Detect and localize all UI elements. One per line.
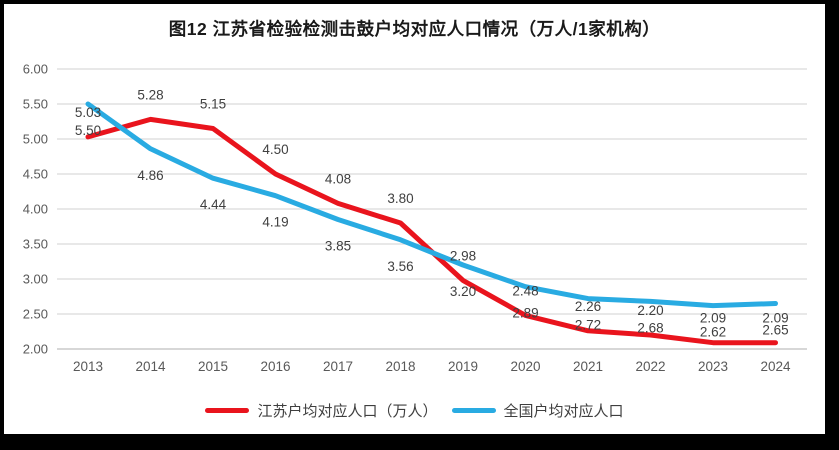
legend-item-national: 全国户均对应人口 bbox=[451, 400, 624, 421]
data-label: 2.98 bbox=[450, 248, 476, 263]
data-label: 2.72 bbox=[575, 318, 601, 333]
series-line-0 bbox=[85, 116, 778, 346]
x-axis-tick-label: 2019 bbox=[448, 359, 478, 374]
national-series-swatch-icon bbox=[451, 408, 496, 413]
x-axis-tick-label: 2018 bbox=[385, 359, 415, 374]
data-label: 2.48 bbox=[512, 283, 538, 298]
chart-legend: 江苏户均对应人口（万人） 全国户均对应人口 bbox=[4, 400, 825, 421]
data-label: 3.20 bbox=[450, 284, 476, 299]
y-axis-tick-label: 5.50 bbox=[23, 97, 48, 112]
data-label: 2.09 bbox=[762, 311, 788, 326]
data-label: 2.62 bbox=[700, 325, 726, 340]
y-axis-tick-label: 2.00 bbox=[23, 342, 48, 357]
data-label: 5.15 bbox=[200, 97, 226, 112]
chart-frame: 图12 江苏省检验检测击鼓户均对应人口情况（万人/1家机构） 6.00 5.50 5… bbox=[4, 4, 825, 434]
data-label: 2.26 bbox=[575, 299, 601, 314]
x-axis-tick-label: 2014 bbox=[135, 359, 166, 374]
legend-label-jiangsu: 江苏户均对应人口（万人） bbox=[257, 403, 438, 420]
data-label: 3.85 bbox=[325, 239, 351, 254]
y-axis-tick-label: 4.50 bbox=[23, 167, 48, 182]
data-label: 4.19 bbox=[262, 215, 288, 230]
y-axis-tick-label: 3.50 bbox=[23, 237, 48, 252]
x-axis-tick-label: 2013 bbox=[73, 359, 103, 374]
line-chart-canvas: 6.00 5.50 5.00 4.50 4.00 3.50 3.00 2.50 2.00 2013… bbox=[23, 62, 807, 374]
x-axis-tick-label: 2024 bbox=[760, 359, 791, 374]
legend-item-jiangsu: 江苏户均对应人口（万人） bbox=[205, 400, 438, 421]
legend-label-national: 全国户均对应人口 bbox=[503, 403, 624, 420]
data-label: 3.56 bbox=[387, 259, 413, 274]
y-axis-tick-label: 3.00 bbox=[23, 272, 48, 287]
x-axis-tick-label: 2021 bbox=[573, 359, 603, 374]
chart-title: 图12 江苏省检验检测击鼓户均对应人口情况（万人/1家机构） bbox=[168, 19, 661, 39]
x-axis-tick-label: 2016 bbox=[260, 359, 290, 374]
y-axis-tick-label: 6.00 bbox=[23, 62, 48, 77]
data-label: 5.50 bbox=[75, 123, 101, 138]
data-label: 2.65 bbox=[762, 323, 788, 338]
jiangsu-series-swatch-icon bbox=[205, 408, 250, 413]
data-label: 4.08 bbox=[325, 171, 351, 186]
data-label: 2.09 bbox=[700, 311, 726, 326]
x-axis-tick-label: 2020 bbox=[510, 359, 540, 374]
x-axis-tick-label: 2023 bbox=[698, 359, 728, 374]
data-label: 4.86 bbox=[137, 168, 163, 183]
data-label: 3.80 bbox=[387, 191, 413, 206]
data-label: 4.50 bbox=[262, 142, 288, 157]
data-label: 2.68 bbox=[637, 320, 663, 335]
y-axis-tick-label: 5.00 bbox=[23, 132, 48, 147]
y-axis-tick-label: 4.00 bbox=[23, 202, 48, 217]
x-axis-tick-label: 2022 bbox=[635, 359, 665, 374]
x-axis-tick-label: 2017 bbox=[323, 359, 353, 374]
data-label: 5.03 bbox=[75, 105, 101, 120]
x-axis-tick-label: 2015 bbox=[198, 359, 228, 374]
data-label: 2.20 bbox=[637, 303, 663, 318]
data-label: 4.44 bbox=[200, 197, 227, 212]
series-line-1 bbox=[85, 101, 778, 309]
y-axis-tick-label: 2.50 bbox=[23, 307, 48, 322]
data-label: 2.89 bbox=[512, 306, 538, 321]
data-label: 5.28 bbox=[137, 87, 163, 102]
